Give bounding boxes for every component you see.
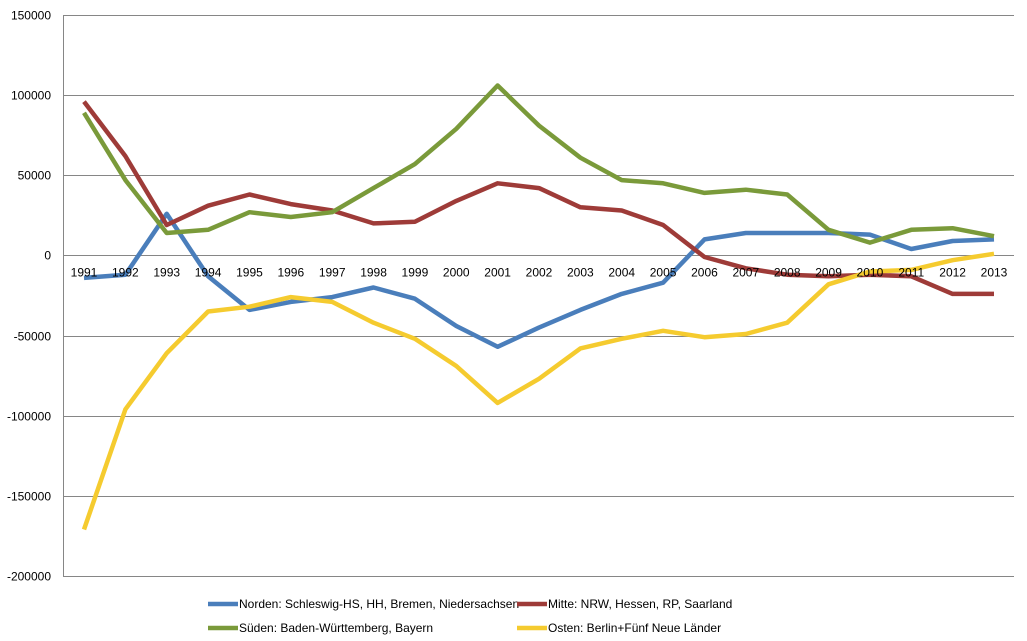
x-tick-label: 1996 <box>277 265 304 279</box>
x-tick-label: 2013 <box>981 265 1008 279</box>
y-tick-label: -200000 <box>7 570 51 584</box>
x-tick-label: 2007 <box>732 265 759 279</box>
x-tick-label: 2012 <box>939 265 966 279</box>
x-tick-label: 1993 <box>153 265 180 279</box>
y-tick-label: 150000 <box>11 9 51 23</box>
x-tick-label: 2003 <box>567 265 594 279</box>
series-line-3 <box>82 83 995 245</box>
y-tick-label: 50000 <box>18 169 52 183</box>
x-tick-label: 2008 <box>774 265 801 279</box>
series-line-4 <box>81 251 995 531</box>
x-tick-label: 1995 <box>236 265 263 279</box>
x-tick-label: 2002 <box>526 265 553 279</box>
x-tick-label: 1991 <box>71 265 98 279</box>
legend-label-4: Osten: Berlin+Fünf Neue Länder <box>548 621 721 635</box>
x-tick-label: 2000 <box>443 265 470 279</box>
y-tick-label: 100000 <box>11 89 51 103</box>
x-tick-label: 1997 <box>319 265 346 279</box>
series-line-1 <box>83 211 995 350</box>
legend-label-1: Norden: Schleswig-HS, HH, Bremen, Nieder… <box>239 597 519 611</box>
y-tick-label: -150000 <box>7 490 51 504</box>
x-tick-label: 2001 <box>484 265 511 279</box>
x-tick-label: 1994 <box>195 265 222 279</box>
x-tick-label: 2004 <box>608 265 635 279</box>
x-tick-label: 2009 <box>815 265 842 279</box>
x-tick-label: 1992 <box>112 265 139 279</box>
gridlines <box>63 15 1014 577</box>
legend: Norden: Schleswig-HS, HH, Bremen, Nieder… <box>208 597 732 635</box>
y-axis-tick-labels: 150000 100000 50000 0 -50000 -100000 -150000 -2… <box>7 9 51 584</box>
series-lines <box>81 83 995 531</box>
y-tick-label: 0 <box>44 249 51 263</box>
legend-label-2: Mitte: NRW, Hessen, RP, Saarland <box>548 597 732 611</box>
x-tick-label: 2011 <box>898 265 924 279</box>
x-tick-label: 1998 <box>360 265 387 279</box>
series-line-2 <box>82 100 994 297</box>
x-tick-label: 1999 <box>402 265 429 279</box>
y-tick-label: -100000 <box>7 410 51 424</box>
legend-label-3: Süden: Baden-Württemberg, Bayern <box>239 621 433 635</box>
x-tick-label: 2010 <box>857 265 884 279</box>
x-tick-label: 2006 <box>691 265 718 279</box>
x-tick-label: 2005 <box>650 265 677 279</box>
x-axis-tick-labels: 1991 1992 1993 1994 1995 1996 1997 1998 1999 2000… <box>71 265 1008 279</box>
y-tick-label: -50000 <box>14 330 52 344</box>
